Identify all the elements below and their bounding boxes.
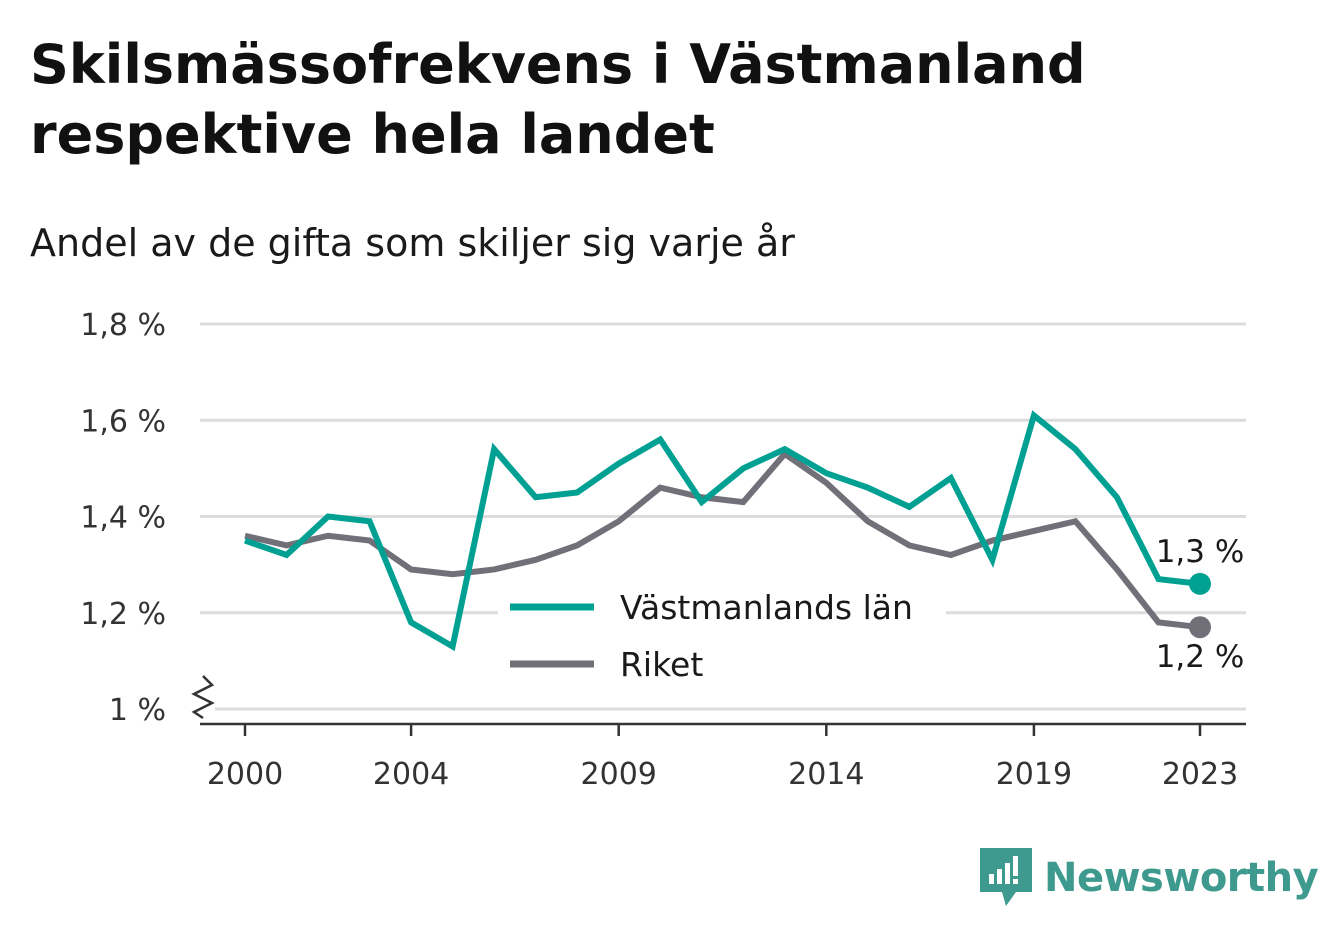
axes: 1 % 1,2 % 1,4 % 1,6 % 1,8 % 2000 2004 2009 2014 2… [80,308,1246,792]
newsworthy-logo-icon [980,848,1032,906]
series-line-v-stmanlands-l-n [244,410,1201,652]
brand-logo: Newsworthy [980,848,1319,908]
series-end-point [1189,572,1211,595]
x-tick-label: 2014 [788,757,864,792]
legend-background [498,582,946,688]
series-end-point [1189,616,1211,639]
data-labels: 1,3 % 1,2 % [1156,534,1245,675]
y-tick-label: 1,2 % [80,597,166,632]
y-tick-label: 1,4 % [80,501,166,536]
x-tick-label: 2004 [373,757,449,792]
end-value-label: 1,2 % [1156,639,1245,675]
brand-name: Newsworthy [1044,855,1319,901]
y-tick-label: 1 % [109,693,166,728]
chart-title: Skilsmässofrekvens i Västmanland respekt… [30,33,1086,166]
x-tick-label: 2009 [581,757,657,792]
x-tick-label: 2019 [996,757,1072,792]
legend: Västmanlands län Riket [498,582,946,688]
chart-subtitle: Andel av de gifta som skiljer sig varje … [30,221,795,265]
x-tick-label: 2023 [1162,757,1238,792]
y-tick-label: 1,6 % [80,404,166,439]
axis-break-icon [191,675,215,720]
legend-label: Västmanlands län [620,588,913,627]
x-tick-label: 2000 [207,757,283,792]
series-line-riket [244,449,1201,631]
legend-label: Riket [620,645,703,684]
grid-lines [200,322,1246,711]
y-tick-label: 1,8 % [80,308,166,343]
end-value-label: 1,3 % [1156,534,1245,570]
series-lines [244,410,1211,652]
